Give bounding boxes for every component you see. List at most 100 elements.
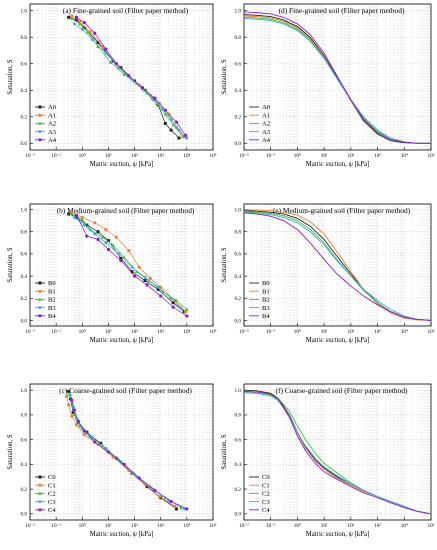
- panel-d: 10⁻² 10⁻¹ 10⁰ 10¹ 10² 10³ 10⁴ 10⁵ 0.0 0.2 0.4 0.6 0.…: [221, 3, 435, 168]
- data-point-A3: [150, 97, 155, 102]
- data-point-A2: [96, 44, 100, 48]
- x-tick-label: 10²: [347, 153, 354, 159]
- legend-marker-B2: [38, 297, 42, 301]
- x-tick-label: 10²: [347, 523, 354, 529]
- data-point-A0: [177, 136, 181, 140]
- data-point-A2: [85, 29, 90, 34]
- x-tick-label: 10⁰: [294, 329, 301, 335]
- data-point-B4: [159, 294, 163, 298]
- x-tick-label: 10³: [157, 523, 164, 529]
- y-tick-label: 1.0: [21, 388, 28, 394]
- panel-title: (e) Medium-grained soil (Filter paper me…: [273, 206, 411, 215]
- y-axis-label: Saturation, S: [221, 59, 228, 94]
- legend-marker-A3: [38, 129, 42, 134]
- legend-label: B0: [262, 280, 270, 287]
- x-tick-label: 10³: [157, 153, 164, 159]
- plot-frame: [243, 3, 432, 151]
- y-axis-label: Saturation, S: [7, 59, 14, 94]
- data-point-A4: [114, 62, 118, 66]
- data-point-C0: [71, 410, 75, 414]
- y-tick-label: 0.4: [235, 274, 242, 280]
- plot-frame: [29, 203, 214, 327]
- data-point-C4: [70, 398, 74, 402]
- data-point-B2: [185, 307, 189, 311]
- data-point-B2: [122, 255, 126, 259]
- legend-marker-A1: [38, 113, 42, 117]
- data-point-B2: [88, 227, 92, 231]
- plot-frame: [29, 3, 214, 151]
- y-tick-label: 0.6: [235, 437, 242, 443]
- legend-label: C1: [48, 482, 56, 489]
- data-point-A2: [70, 16, 74, 20]
- data-point-A4: [163, 108, 167, 112]
- data-point-A2: [145, 91, 149, 95]
- y-tick-label: 0.4: [21, 88, 28, 94]
- data-point-B2: [174, 298, 179, 302]
- legend-marker-C1: [38, 483, 42, 487]
- y-axis-label: Saturation, S: [221, 247, 228, 282]
- plot-frame: [243, 383, 432, 521]
- x-tick-label: 10¹: [105, 329, 112, 335]
- data-point-B0: [130, 270, 134, 274]
- x-tick-label: 10³: [374, 329, 381, 335]
- x-tick-label: 10⁻²: [239, 329, 249, 335]
- data-point-B3: [92, 232, 97, 236]
- y-tick-label: 0.4: [21, 274, 28, 280]
- data-point-A3: [169, 117, 174, 122]
- x-tick-label: 10⁻²: [239, 523, 249, 529]
- legend-label: A4: [262, 137, 271, 144]
- data-point-A4: [140, 86, 145, 90]
- y-tick-label: 0.8: [235, 230, 242, 236]
- x-tick-label: 10⁰: [79, 523, 86, 529]
- x-tick-label: 10³: [157, 329, 164, 335]
- y-axis-label: Saturation, S: [221, 434, 228, 469]
- data-point-B1: [80, 215, 84, 219]
- x-tick-label: 10⁵: [210, 523, 217, 529]
- data-point-C4: [122, 462, 126, 466]
- panel-title: (a) Fine-grained soil (Filter paper meth…: [63, 6, 189, 15]
- series-line-C4: [243, 390, 432, 515]
- legend-marker-B4: [38, 314, 42, 318]
- plot-frame: [29, 383, 214, 521]
- x-tick-label: 10⁻¹: [51, 523, 61, 529]
- legend-marker-C2: [38, 491, 42, 495]
- data-point-C0: [145, 485, 149, 489]
- data-point-A3: [130, 77, 134, 82]
- panel-e: 10⁻² 10⁻¹ 10⁰ 10¹ 10² 10³ 10⁴ 10⁵ 0.0 0.2 0.4 0.6 0.…: [221, 203, 435, 344]
- legend-label: A4: [48, 137, 57, 144]
- data-point-C1: [82, 433, 86, 437]
- data-point-B3: [169, 296, 174, 301]
- x-axis-label: Matric suction, ψ [kPa]: [306, 337, 370, 344]
- legend-label: C4: [48, 507, 56, 514]
- y-tick-label: 0.8: [21, 230, 28, 236]
- data-point-A4: [93, 31, 97, 35]
- data-point-C1: [173, 504, 177, 508]
- data-point-C4: [106, 450, 111, 454]
- data-point-A4: [127, 74, 131, 78]
- data-point-B4: [106, 247, 111, 252]
- data-point-A0: [67, 15, 71, 19]
- data-point-B2: [80, 217, 85, 221]
- data-point-C4: [72, 408, 77, 412]
- legend-label: B3: [48, 305, 56, 312]
- y-axis-label: Saturation, S: [7, 434, 14, 469]
- series-line-C4: [71, 399, 188, 510]
- data-point-A4: [153, 96, 157, 100]
- data-point-B1: [137, 265, 141, 269]
- data-point-A3: [90, 37, 95, 42]
- x-tick-label: 10⁵: [428, 329, 435, 335]
- data-point-C1: [74, 423, 79, 427]
- series-line-C3: [243, 392, 432, 515]
- data-point-A0: [163, 121, 167, 125]
- x-axis-label: Matric suction, ψ [kPa]: [90, 337, 154, 344]
- data-point-B4: [171, 305, 175, 309]
- data-point-B3: [116, 252, 121, 256]
- y-tick-label: 1.0: [235, 207, 242, 213]
- y-tick-label: 0.2: [235, 296, 242, 302]
- x-tick-label: 10⁻¹: [266, 153, 276, 159]
- data-point-C0: [174, 507, 178, 511]
- series-line-B1: [243, 209, 432, 321]
- data-point-A0: [82, 26, 86, 30]
- legend-label: A2: [48, 121, 56, 128]
- legend-marker-C0: [38, 475, 42, 479]
